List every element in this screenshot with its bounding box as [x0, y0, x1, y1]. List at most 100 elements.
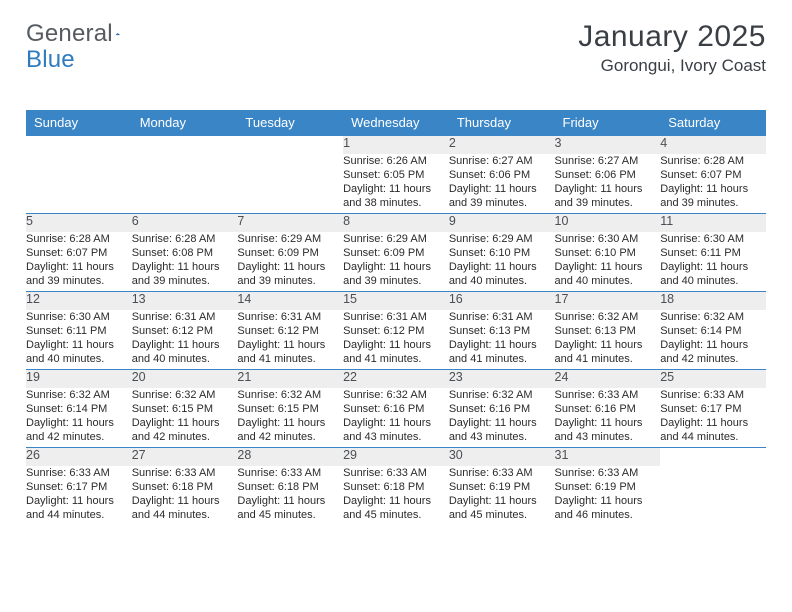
day-number-cell: 3: [555, 136, 661, 154]
brand-logo: General: [26, 20, 145, 48]
day-number-cell: 17: [555, 292, 661, 310]
day-number-cell: 11: [660, 214, 766, 232]
day-detail-cell: Sunrise: 6:33 AMSunset: 6:17 PMDaylight:…: [26, 466, 132, 526]
title-block: January 2025 Gorongui, Ivory Coast: [578, 20, 766, 76]
day-detail-cell: Sunrise: 6:33 AMSunset: 6:16 PMDaylight:…: [555, 388, 661, 448]
day-number-cell: 1: [343, 136, 449, 154]
daynum-row: 12131415161718: [26, 292, 766, 310]
day-detail-cell: [132, 154, 238, 214]
day-detail-cell: Sunrise: 6:32 AMSunset: 6:14 PMDaylight:…: [660, 310, 766, 370]
day-number-cell: 25: [660, 370, 766, 388]
day-detail-cell: Sunrise: 6:31 AMSunset: 6:12 PMDaylight:…: [343, 310, 449, 370]
day-detail-cell: Sunrise: 6:33 AMSunset: 6:19 PMDaylight:…: [449, 466, 555, 526]
day-detail-cell: Sunrise: 6:29 AMSunset: 6:10 PMDaylight:…: [449, 232, 555, 292]
location-subtitle: Gorongui, Ivory Coast: [578, 56, 766, 76]
day-detail-cell: Sunrise: 6:33 AMSunset: 6:17 PMDaylight:…: [660, 388, 766, 448]
day-detail-cell: Sunrise: 6:26 AMSunset: 6:05 PMDaylight:…: [343, 154, 449, 214]
weekday-header: Friday: [555, 110, 661, 136]
day-detail-cell: Sunrise: 6:32 AMSunset: 6:15 PMDaylight:…: [237, 388, 343, 448]
day-number-cell: 6: [132, 214, 238, 232]
day-number-cell: [237, 136, 343, 154]
day-detail-cell: [26, 154, 132, 214]
day-number-cell: 30: [449, 448, 555, 466]
weekday-header: Tuesday: [237, 110, 343, 136]
detail-row: Sunrise: 6:26 AMSunset: 6:05 PMDaylight:…: [26, 154, 766, 214]
day-detail-cell: Sunrise: 6:29 AMSunset: 6:09 PMDaylight:…: [237, 232, 343, 292]
day-detail-cell: Sunrise: 6:28 AMSunset: 6:08 PMDaylight:…: [132, 232, 238, 292]
day-number-cell: 9: [449, 214, 555, 232]
day-number-cell: 27: [132, 448, 238, 466]
day-number-cell: 31: [555, 448, 661, 466]
calendar-table: SundayMondayTuesdayWednesdayThursdayFrid…: [26, 110, 766, 526]
day-detail-cell: Sunrise: 6:29 AMSunset: 6:09 PMDaylight:…: [343, 232, 449, 292]
day-number-cell: 18: [660, 292, 766, 310]
day-number-cell: 7: [237, 214, 343, 232]
day-detail-cell: Sunrise: 6:32 AMSunset: 6:13 PMDaylight:…: [555, 310, 661, 370]
day-number-cell: 12: [26, 292, 132, 310]
day-detail-cell: Sunrise: 6:27 AMSunset: 6:06 PMDaylight:…: [555, 154, 661, 214]
day-detail-cell: Sunrise: 6:33 AMSunset: 6:18 PMDaylight:…: [237, 466, 343, 526]
weekday-header: Monday: [132, 110, 238, 136]
day-detail-cell: Sunrise: 6:31 AMSunset: 6:13 PMDaylight:…: [449, 310, 555, 370]
daynum-row: 262728293031: [26, 448, 766, 466]
day-number-cell: 16: [449, 292, 555, 310]
day-number-cell: 8: [343, 214, 449, 232]
daynum-row: 1234: [26, 136, 766, 154]
day-detail-cell: Sunrise: 6:33 AMSunset: 6:18 PMDaylight:…: [343, 466, 449, 526]
day-number-cell: 13: [132, 292, 238, 310]
month-title: January 2025: [578, 20, 766, 54]
day-number-cell: 19: [26, 370, 132, 388]
day-number-cell: 4: [660, 136, 766, 154]
day-number-cell: 23: [449, 370, 555, 388]
day-detail-cell: Sunrise: 6:30 AMSunset: 6:10 PMDaylight:…: [555, 232, 661, 292]
weekday-header: Saturday: [660, 110, 766, 136]
weekday-header: Thursday: [449, 110, 555, 136]
day-number-cell: 26: [26, 448, 132, 466]
day-number-cell: [26, 136, 132, 154]
day-number-cell: 21: [237, 370, 343, 388]
day-detail-cell: Sunrise: 6:33 AMSunset: 6:18 PMDaylight:…: [132, 466, 238, 526]
day-number-cell: 5: [26, 214, 132, 232]
day-number-cell: [132, 136, 238, 154]
brand-triangle-icon: [115, 24, 120, 44]
calendar-body: 1234 Sunrise: 6:26 AMSunset: 6:05 PMDayl…: [26, 136, 766, 526]
header: General January 2025 Gorongui, Ivory Coa…: [26, 20, 766, 76]
day-detail-cell: Sunrise: 6:28 AMSunset: 6:07 PMDaylight:…: [26, 232, 132, 292]
day-number-cell: 20: [132, 370, 238, 388]
day-detail-cell: Sunrise: 6:32 AMSunset: 6:16 PMDaylight:…: [343, 388, 449, 448]
day-detail-cell: [660, 466, 766, 526]
day-number-cell: 10: [555, 214, 661, 232]
day-detail-cell: Sunrise: 6:32 AMSunset: 6:16 PMDaylight:…: [449, 388, 555, 448]
day-detail-cell: Sunrise: 6:32 AMSunset: 6:15 PMDaylight:…: [132, 388, 238, 448]
detail-row: Sunrise: 6:28 AMSunset: 6:07 PMDaylight:…: [26, 232, 766, 292]
weekday-row: SundayMondayTuesdayWednesdayThursdayFrid…: [26, 110, 766, 136]
day-detail-cell: Sunrise: 6:31 AMSunset: 6:12 PMDaylight:…: [237, 310, 343, 370]
day-number-cell: [660, 448, 766, 466]
day-number-cell: 29: [343, 448, 449, 466]
day-number-cell: 2: [449, 136, 555, 154]
day-detail-cell: Sunrise: 6:31 AMSunset: 6:12 PMDaylight:…: [132, 310, 238, 370]
calendar-page: General January 2025 Gorongui, Ivory Coa…: [0, 0, 792, 612]
day-number-cell: 22: [343, 370, 449, 388]
day-detail-cell: Sunrise: 6:30 AMSunset: 6:11 PMDaylight:…: [26, 310, 132, 370]
weekday-header: Sunday: [26, 110, 132, 136]
detail-row: Sunrise: 6:30 AMSunset: 6:11 PMDaylight:…: [26, 310, 766, 370]
day-detail-cell: Sunrise: 6:28 AMSunset: 6:07 PMDaylight:…: [660, 154, 766, 214]
detail-row: Sunrise: 6:33 AMSunset: 6:17 PMDaylight:…: [26, 466, 766, 526]
day-detail-cell: Sunrise: 6:27 AMSunset: 6:06 PMDaylight:…: [449, 154, 555, 214]
detail-row: Sunrise: 6:32 AMSunset: 6:14 PMDaylight:…: [26, 388, 766, 448]
day-detail-cell: Sunrise: 6:30 AMSunset: 6:11 PMDaylight:…: [660, 232, 766, 292]
day-number-cell: 14: [237, 292, 343, 310]
day-number-cell: 28: [237, 448, 343, 466]
day-detail-cell: Sunrise: 6:32 AMSunset: 6:14 PMDaylight:…: [26, 388, 132, 448]
brand-word2: Blue: [26, 46, 75, 73]
day-number-cell: 24: [555, 370, 661, 388]
day-detail-cell: Sunrise: 6:33 AMSunset: 6:19 PMDaylight:…: [555, 466, 661, 526]
brand-word2-wrap: Blue: [26, 46, 75, 74]
day-detail-cell: [237, 154, 343, 214]
brand-word1: General: [26, 20, 113, 48]
weekday-header: Wednesday: [343, 110, 449, 136]
day-number-cell: 15: [343, 292, 449, 310]
daynum-row: 567891011: [26, 214, 766, 232]
daynum-row: 19202122232425: [26, 370, 766, 388]
